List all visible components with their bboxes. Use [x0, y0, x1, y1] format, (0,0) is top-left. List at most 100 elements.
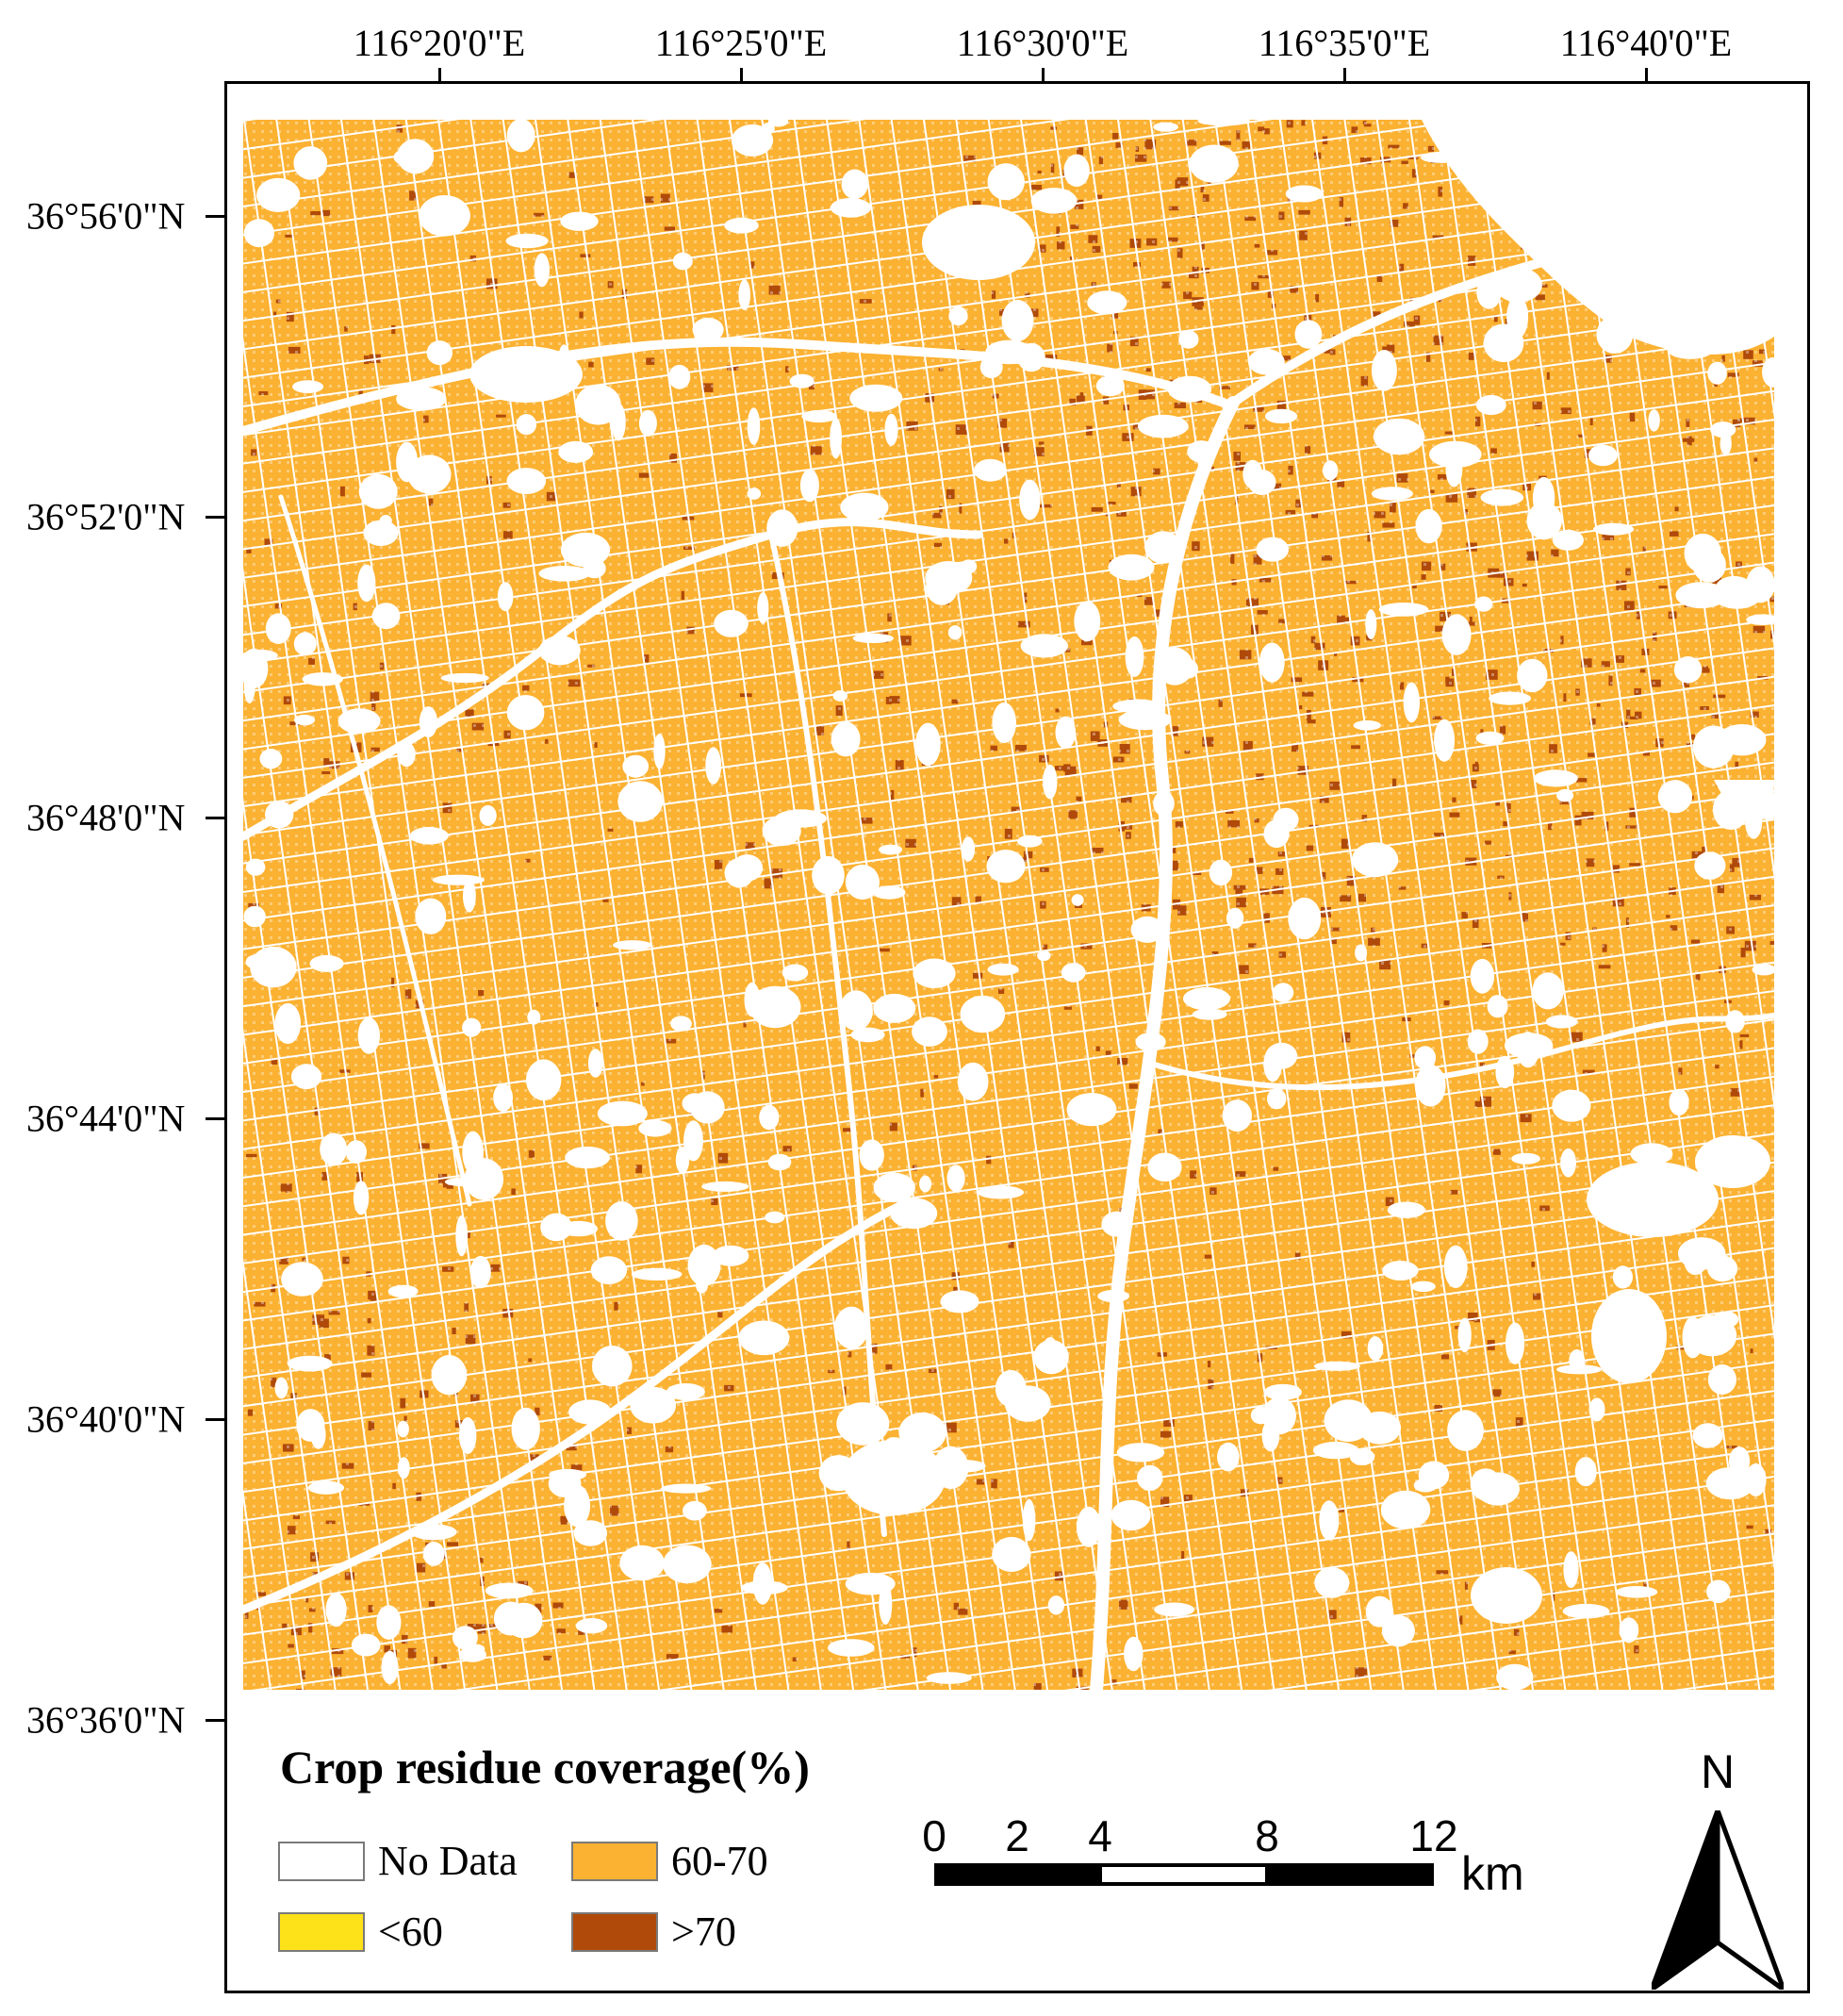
- village-no-data: [1588, 444, 1618, 467]
- longitude-label-3: 116°30'0"E: [956, 22, 1129, 64]
- village-no-data: [505, 233, 549, 249]
- village-no-data: [834, 1306, 869, 1349]
- village-no-data: [1017, 834, 1043, 848]
- village-no-data: [587, 1049, 603, 1078]
- village-no-data: [470, 1255, 491, 1289]
- village-no-data: [1314, 1567, 1350, 1598]
- village-no-data: [1217, 1442, 1240, 1472]
- village-no-data: [884, 413, 898, 446]
- village-no-data: [1247, 470, 1276, 495]
- village-no-data: [265, 613, 291, 644]
- village-no-data: [1367, 1336, 1384, 1362]
- longitude-label-4: 116°35'0"E: [1258, 22, 1431, 64]
- village-no-data: [1001, 300, 1034, 341]
- latitude-label-6: 36°36'0"N: [26, 1698, 186, 1742]
- village-no-data: [376, 1605, 402, 1640]
- latitude-tick: [206, 1117, 226, 1120]
- village-no-data: [712, 1245, 749, 1266]
- village-no-data: [479, 804, 497, 826]
- village-no-data: [256, 177, 301, 212]
- village-no-data: [1124, 1636, 1144, 1672]
- village-no-data: [415, 898, 447, 934]
- village-no-data: [287, 1355, 333, 1372]
- legend-label-no-data: No Data: [378, 1838, 518, 1884]
- village-no-data: [749, 985, 801, 1029]
- village-no-data: [738, 1320, 790, 1356]
- village-no-data: [992, 702, 1016, 744]
- road-east: [1145, 1013, 1774, 1091]
- village-no-data: [1511, 1152, 1540, 1165]
- village-no-data: [243, 905, 266, 928]
- legend-swatch-gt-70: [571, 1911, 658, 1952]
- latitude-label-4: 36°44'0"N: [26, 1097, 186, 1140]
- village-no-data: [957, 1062, 989, 1101]
- village-no-data: [1259, 642, 1285, 683]
- village-no-data: [1746, 614, 1774, 625]
- village-no-data: [511, 1407, 540, 1450]
- village-no-data: [1355, 944, 1368, 962]
- village-no-data: [830, 197, 872, 218]
- village-no-data: [1371, 350, 1397, 391]
- village-no-data: [1222, 1099, 1253, 1132]
- village-no-data: [358, 473, 398, 509]
- village-no-data: [1574, 1457, 1597, 1487]
- village-no-data: [459, 1417, 477, 1454]
- scale-label-2: 2: [1005, 1811, 1029, 1860]
- village-no-data: [1673, 656, 1703, 684]
- village-no-data: [419, 195, 470, 237]
- village-no-data: [381, 1650, 399, 1685]
- crop-residue-raster: [243, 120, 1774, 1690]
- village-no-data: [1153, 122, 1178, 132]
- village-no-data: [1353, 720, 1382, 731]
- lake-3: [1471, 1567, 1542, 1624]
- village-no-data: [409, 827, 449, 845]
- village-no-data: [1004, 1385, 1051, 1422]
- village-no-data: [836, 1402, 890, 1446]
- village-no-data: [1374, 418, 1425, 455]
- longitude-tick: [740, 68, 743, 83]
- village-no-data: [462, 1017, 482, 1037]
- village-no-data: [1382, 1261, 1419, 1281]
- longitude-tick: [438, 68, 441, 83]
- village-no-data: [1047, 1595, 1065, 1615]
- village-no-data: [538, 566, 591, 582]
- latitude-tick: [206, 1719, 226, 1722]
- town-northwest: [469, 346, 583, 403]
- no-data-east-edge: [1714, 780, 1774, 822]
- village-no-data: [1055, 716, 1077, 749]
- village-no-data: [1381, 1614, 1415, 1647]
- village-no-data: [879, 1583, 893, 1626]
- lake-2: [1591, 1289, 1667, 1383]
- village-no-data: [1675, 582, 1727, 609]
- village-no-data: [879, 844, 903, 855]
- village-no-data: [431, 1355, 468, 1396]
- village-no-data: [675, 1146, 690, 1174]
- village-no-data: [1285, 185, 1324, 203]
- village-no-data: [653, 734, 666, 769]
- village-no-data: [605, 1201, 638, 1241]
- road-sw: [243, 1199, 908, 1614]
- village-no-data: [1108, 554, 1155, 581]
- village-no-data: [1457, 1317, 1472, 1353]
- village-no-data: [575, 1618, 608, 1634]
- village-no-data: [506, 695, 545, 731]
- village-no-data: [919, 1175, 932, 1193]
- village-no-data: [1137, 414, 1189, 438]
- village-no-data: [1746, 566, 1774, 603]
- village-no-data: [422, 1542, 445, 1566]
- latitude-label-2: 36°52'0"N: [26, 495, 186, 538]
- village-no-data: [1615, 1586, 1658, 1598]
- longitude-label-2: 116°25'0"E: [654, 22, 828, 64]
- longitude-label-1: 116°20'0"E: [353, 22, 526, 64]
- village-no-data: [747, 407, 761, 445]
- village-no-data: [1130, 916, 1164, 944]
- village-no-data: [767, 1153, 792, 1171]
- village-no-data: [1022, 1498, 1036, 1542]
- village-no-data: [1474, 596, 1493, 612]
- village-no-data: [575, 384, 621, 425]
- village-no-data: [1256, 537, 1290, 562]
- village-no-data: [913, 958, 956, 989]
- lake-1: [1587, 1162, 1719, 1237]
- village-no-data: [799, 469, 819, 503]
- village-no-data: [1262, 1396, 1296, 1435]
